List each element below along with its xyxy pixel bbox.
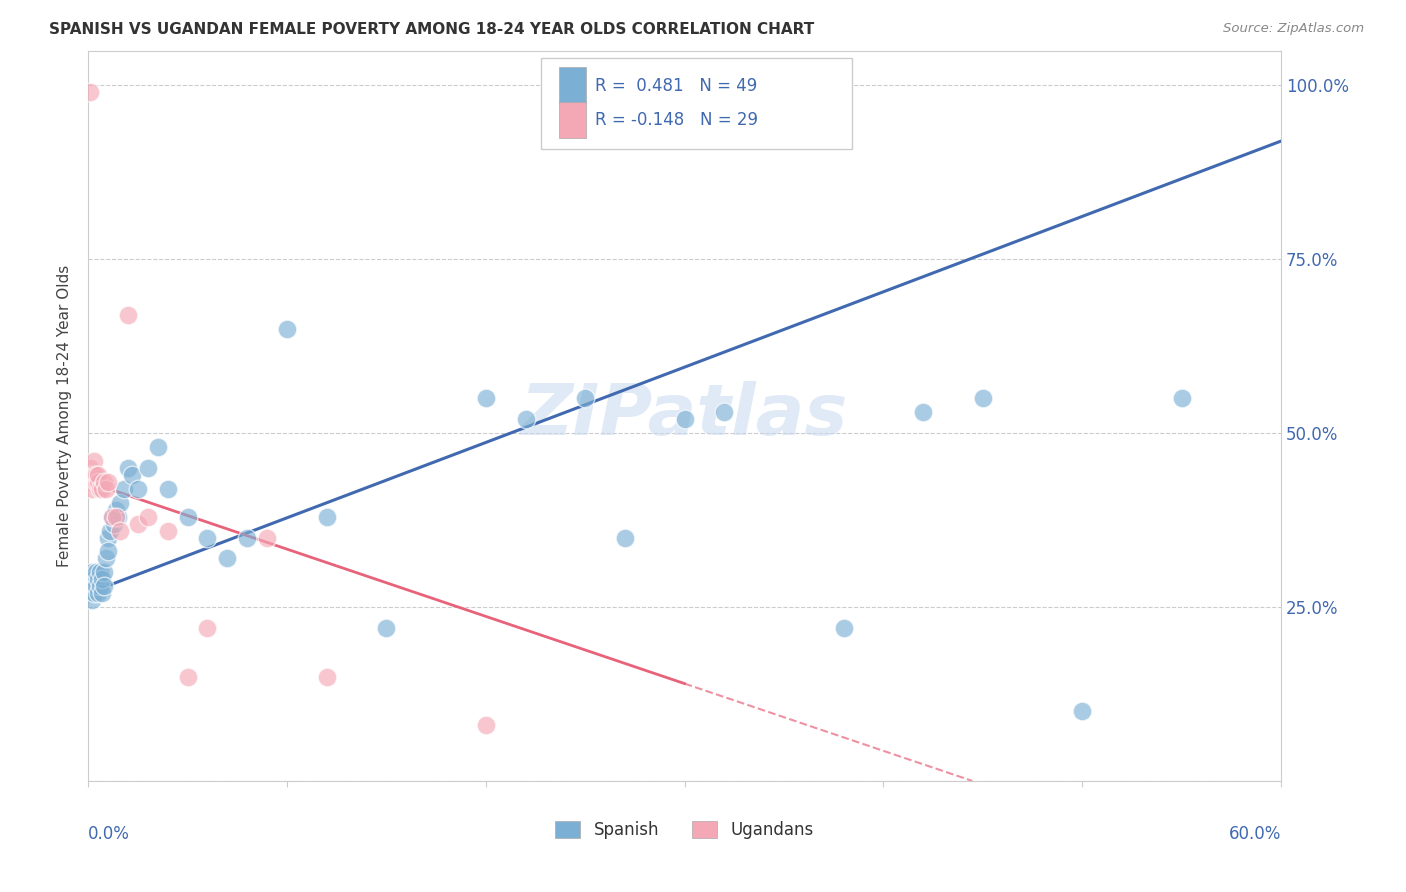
Point — [82, 482, 104, 496]
Point — [197, 531, 219, 545]
Point — [79, 467, 101, 482]
Point — [89, 566, 111, 580]
Point — [91, 482, 114, 496]
Point — [156, 482, 179, 496]
Point — [176, 670, 198, 684]
Point — [101, 509, 124, 524]
Point — [107, 509, 129, 524]
Point — [87, 572, 110, 586]
Point — [1071, 705, 1094, 719]
Point — [217, 551, 239, 566]
Point — [93, 475, 115, 489]
Point — [103, 516, 125, 531]
Point — [83, 454, 105, 468]
Text: 60.0%: 60.0% — [1229, 825, 1281, 843]
Point — [156, 524, 179, 538]
Legend: Spanish, Ugandans: Spanish, Ugandans — [548, 814, 821, 846]
Point — [146, 440, 169, 454]
Point — [97, 531, 120, 545]
Point — [117, 308, 139, 322]
Y-axis label: Female Poverty Among 18-24 Year Olds: Female Poverty Among 18-24 Year Olds — [58, 265, 72, 567]
Text: R =  0.481   N = 49: R = 0.481 N = 49 — [595, 77, 758, 95]
Point — [93, 579, 115, 593]
Point — [98, 524, 121, 538]
Point — [97, 475, 120, 489]
Point — [79, 461, 101, 475]
Point — [474, 718, 496, 732]
Point — [82, 566, 104, 580]
Point — [1170, 392, 1192, 406]
Point — [315, 670, 337, 684]
Point — [94, 482, 117, 496]
Point — [79, 579, 101, 593]
Point — [104, 509, 127, 524]
Text: ZIPatlas: ZIPatlas — [520, 381, 848, 450]
Point — [112, 482, 135, 496]
Point — [127, 482, 149, 496]
Point — [972, 392, 994, 406]
Point — [256, 531, 278, 545]
Point — [108, 524, 131, 538]
Point — [79, 475, 101, 489]
Point — [127, 516, 149, 531]
Point — [236, 531, 259, 545]
Point — [83, 586, 105, 600]
Point — [84, 579, 107, 593]
Point — [84, 475, 107, 489]
Point — [93, 566, 115, 580]
Point — [89, 579, 111, 593]
Point — [197, 621, 219, 635]
Point — [136, 509, 159, 524]
Point — [912, 405, 935, 419]
Point — [87, 467, 110, 482]
Point — [91, 586, 114, 600]
Point — [91, 572, 114, 586]
Point — [176, 509, 198, 524]
Point — [104, 502, 127, 516]
Point — [117, 461, 139, 475]
Point — [79, 86, 101, 100]
Point — [82, 467, 104, 482]
Point — [713, 405, 735, 419]
Point — [515, 412, 537, 426]
Point — [84, 566, 107, 580]
Point — [276, 322, 298, 336]
Point — [673, 412, 696, 426]
Text: R = -0.148   N = 29: R = -0.148 N = 29 — [595, 112, 758, 129]
Text: 0.0%: 0.0% — [89, 825, 129, 843]
Point — [83, 467, 105, 482]
FancyBboxPatch shape — [560, 68, 585, 104]
Point — [87, 586, 110, 600]
FancyBboxPatch shape — [560, 102, 585, 138]
Point — [87, 475, 110, 489]
Point — [97, 544, 120, 558]
Point — [83, 572, 105, 586]
Point — [82, 593, 104, 607]
Point — [574, 392, 596, 406]
Point — [84, 467, 107, 482]
Point — [474, 392, 496, 406]
Point — [121, 467, 143, 482]
Text: Source: ZipAtlas.com: Source: ZipAtlas.com — [1223, 22, 1364, 36]
Point — [108, 496, 131, 510]
Text: SPANISH VS UGANDAN FEMALE POVERTY AMONG 18-24 YEAR OLDS CORRELATION CHART: SPANISH VS UGANDAN FEMALE POVERTY AMONG … — [49, 22, 814, 37]
Point — [136, 461, 159, 475]
Point — [613, 531, 636, 545]
Point — [101, 509, 124, 524]
Point — [315, 509, 337, 524]
FancyBboxPatch shape — [541, 58, 852, 149]
Point — [94, 551, 117, 566]
Point — [832, 621, 855, 635]
Point — [89, 482, 111, 496]
Point — [375, 621, 398, 635]
